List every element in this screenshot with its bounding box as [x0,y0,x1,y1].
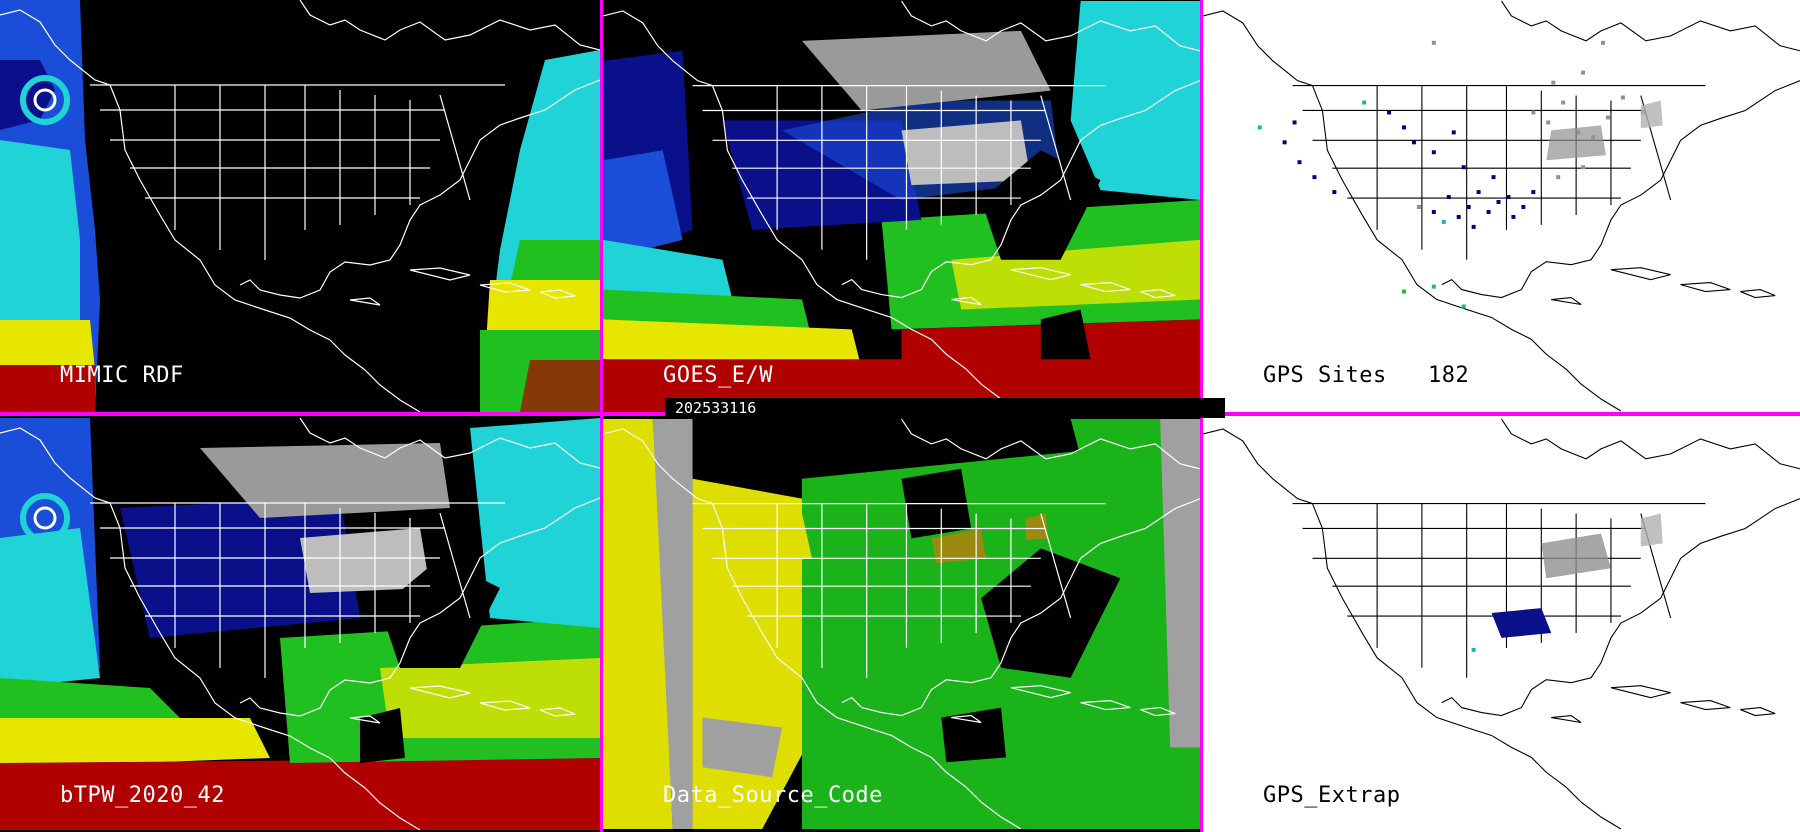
gps-site-markers [1257,40,1645,309]
gps-sites-map [1203,0,1800,412]
panel-gps-sites: GPS Sites 182 [1203,0,1800,412]
panel-label-mimic: MIMIC RDF [60,363,184,388]
timestamp-label: 202533116 [665,398,1225,418]
panel-label-goes: GOES_E/W [663,363,773,388]
panel-label-gps-extrap: GPS_Extrap [1263,783,1401,808]
panel-mimic-rdf: MIMIC RDF [0,0,600,412]
panel-label-btpw: bTPW_2020_42 [60,783,225,808]
source-map [603,418,1200,830]
gps-sites-count: 182 [1427,363,1470,388]
gps-sites-title: GPS Sites [1263,363,1387,388]
panel-goes: GOES_E/W [603,0,1200,412]
panel-label-gps-sites: GPS Sites 182 [1263,363,1469,388]
separator-vertical-right-bottom [1200,416,1203,832]
separator-vertical-left [600,0,603,832]
panel-btpw: bTPW_2020_42 [0,416,600,832]
panel-data-source: Data_Source_Code [603,416,1200,832]
separator-vertical-right-top [1200,0,1203,412]
gps-extrap-map [1203,418,1800,830]
btpw-map [0,417,600,831]
panel-gps-extrap: GPS_Extrap [1203,416,1800,832]
mimic-map [0,0,600,412]
panel-label-source: Data_Source_Code [663,783,883,808]
goes-map [603,0,1200,412]
